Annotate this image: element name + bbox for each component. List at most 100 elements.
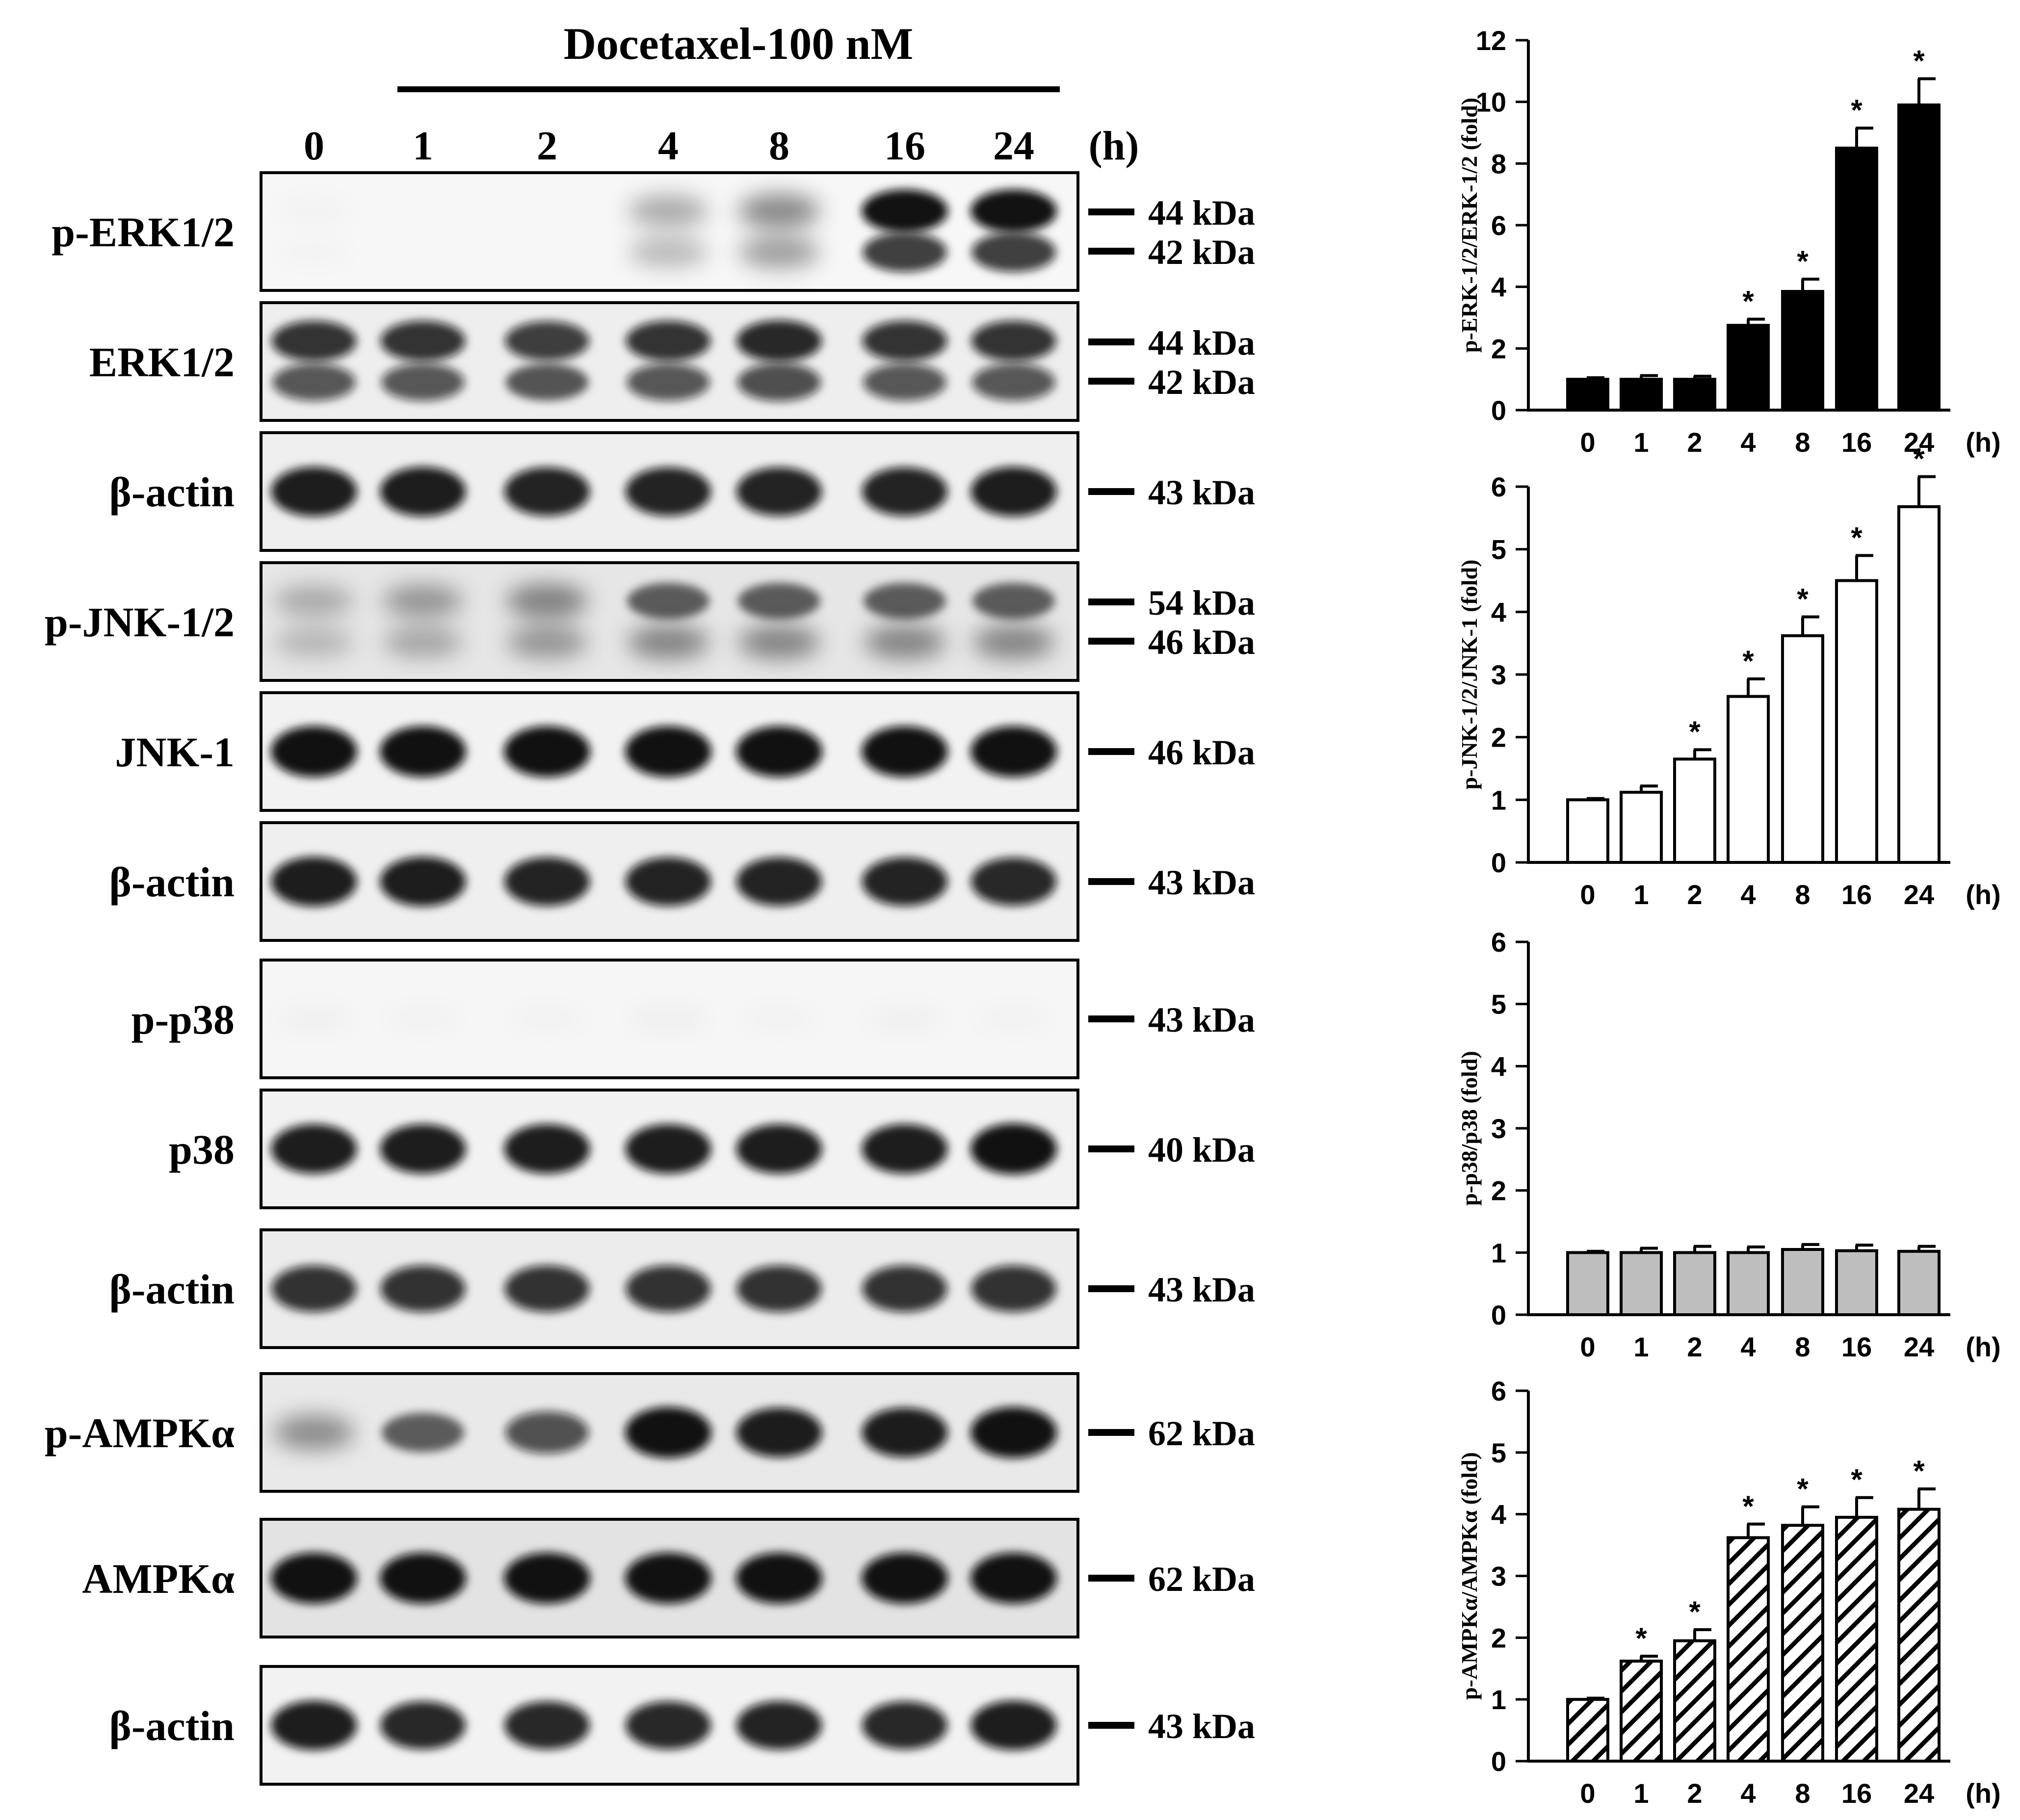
blot-band: [380, 1265, 466, 1312]
x-tick-label: 4: [1740, 879, 1756, 910]
marker-label: 62 kDa: [1148, 1560, 1255, 1599]
blot-label: p38: [169, 1126, 235, 1173]
blot-band: [626, 1265, 711, 1312]
bar: [1897, 103, 1941, 412]
x-tick-label: 16: [1841, 1778, 1872, 1809]
blot-band: [971, 189, 1057, 233]
blot-band: [971, 726, 1057, 777]
band-group: [271, 467, 1057, 517]
blot-band: [505, 1411, 589, 1454]
blot-label: β-actin: [109, 468, 235, 516]
blot-band: [736, 1553, 822, 1604]
y-tick-label: 2: [1491, 722, 1506, 753]
marker-label: 43 kDa: [1148, 863, 1255, 902]
blot-band: [504, 1124, 590, 1174]
blot-row: p-AMPKα 62 kDa: [45, 1372, 1255, 1493]
y-tick-label: 0: [1491, 1746, 1506, 1777]
lane-label-16: 16: [884, 123, 925, 169]
x-tick-label: 16: [1841, 427, 1872, 458]
blot-band: [862, 1265, 947, 1312]
x-tick-label: 16: [1841, 879, 1872, 910]
lane-labels: 0 1 2 4 8 16 24: [304, 123, 1034, 169]
significance-mark: *: [1689, 1595, 1701, 1628]
y-tick-label: 1: [1491, 1684, 1506, 1715]
lane-label-0: 0: [304, 123, 324, 169]
blot-band: [864, 583, 946, 619]
blot-band: [506, 584, 588, 618]
blot-band: [504, 1701, 590, 1749]
bar: [1727, 324, 1770, 412]
significance-mark: *: [1851, 1463, 1863, 1496]
x-tick-label: 8: [1795, 1331, 1810, 1362]
blot-label: p-ERK1/2: [52, 208, 235, 256]
blot-band: [625, 857, 711, 906]
blot-band: [271, 1124, 357, 1174]
bar: [1835, 1249, 1878, 1317]
marker-label: 46 kDa: [1148, 623, 1255, 662]
bar: [1673, 1639, 1716, 1763]
marker-label: 44 kDa: [1148, 323, 1255, 363]
marker-label: 62 kDa: [1148, 1414, 1255, 1453]
y-tick-label: 12: [1476, 25, 1506, 56]
blot-label: AMPKα: [82, 1555, 235, 1602]
bar: [1566, 1698, 1609, 1763]
significance-mark: *: [1742, 285, 1754, 318]
blot-band: [505, 321, 589, 361]
marker-label: 42 kDa: [1148, 233, 1255, 272]
blot-label: β-actin: [109, 858, 235, 906]
blot-band: [274, 585, 354, 617]
blot-label: β-actin: [109, 1702, 235, 1749]
blot-band: [972, 363, 1055, 401]
blot-band: [504, 1265, 590, 1312]
blot-band: [626, 320, 711, 362]
y-tick-label: 8: [1491, 148, 1506, 179]
bar: [1835, 146, 1878, 412]
y-tick-label: 6: [1491, 927, 1506, 958]
bar: [1835, 579, 1878, 864]
blot-band: [380, 1124, 466, 1174]
blot-band: [504, 467, 590, 516]
blot-band: [381, 363, 465, 401]
y-tick-label: 6: [1491, 1376, 1506, 1406]
blot-band: [625, 1407, 711, 1458]
blot-band: [736, 1265, 822, 1312]
blot-band: [625, 726, 711, 777]
blot-band: [629, 236, 708, 268]
blot-row: β-actin 43 kDa: [109, 1228, 1255, 1349]
bar: [1673, 378, 1716, 412]
blot-band: [971, 1123, 1057, 1174]
bar: [1620, 378, 1663, 412]
x-unit-label: (h): [1966, 427, 2001, 458]
bar: [1673, 757, 1716, 864]
significance-mark: *: [1851, 521, 1863, 554]
y-tick-label: 2: [1491, 1622, 1506, 1653]
blot-band: [628, 625, 709, 659]
blot-band: [863, 363, 946, 401]
x-tick-label: 24: [1904, 1778, 1934, 1809]
blot-band: [736, 1407, 822, 1457]
blot-band: [271, 320, 357, 362]
blot-band: [736, 1701, 822, 1750]
lane-label-24: 24: [993, 123, 1034, 169]
lane-label-2: 2: [537, 123, 557, 169]
blot-row: β-actin 43 kDa: [109, 431, 1255, 552]
x-tick-label: 2: [1687, 1331, 1702, 1362]
significance-mark: *: [1742, 645, 1754, 677]
blot-band: [736, 320, 822, 362]
y-axis-label: p-JNK-1/2/JNK-1 (fold): [1457, 560, 1482, 790]
blot-band: [383, 584, 463, 618]
blot-band: [862, 857, 948, 906]
bar: [1835, 1515, 1878, 1763]
bar: [1897, 1508, 1941, 1763]
blot-band: [271, 467, 357, 517]
bar: [1566, 798, 1609, 864]
significance-mark: *: [1913, 1455, 1925, 1487]
band-group: [271, 1553, 1057, 1604]
blot-band: [971, 1553, 1057, 1604]
blot-label: p-p38: [131, 996, 235, 1043]
y-tick-label: 5: [1491, 1437, 1506, 1468]
blot-band: [625, 1124, 711, 1174]
bar: [1727, 1251, 1770, 1316]
